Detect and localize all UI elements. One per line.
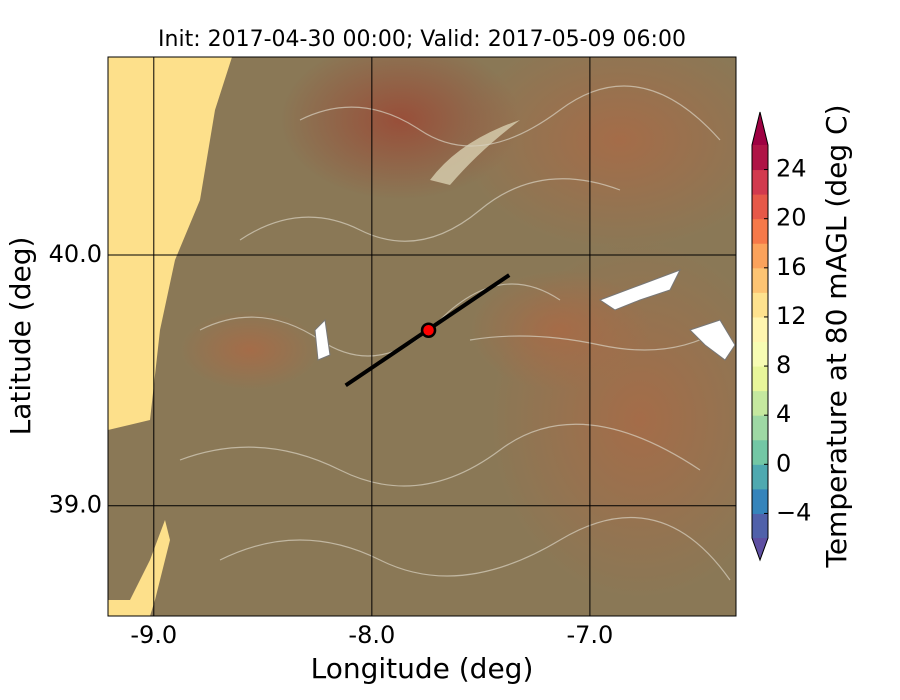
colorbar-band: [752, 169, 768, 195]
y-tick-label: 40.0: [49, 240, 102, 268]
colorbar-band: [752, 488, 768, 514]
colorbar-outline: [751, 111, 769, 562]
site-marker: [420, 322, 437, 338]
colorbar-band: [752, 439, 768, 465]
terrain: [108, 57, 736, 616]
colorbar-band: [752, 390, 768, 416]
colorbar-band: [752, 243, 768, 269]
colorbar-band: [752, 218, 768, 244]
colorbar-band: [752, 341, 768, 367]
graticule: [108, 57, 736, 616]
colorbar-tick-label: 8: [776, 351, 791, 379]
colorbar-tick-label: −4: [776, 498, 811, 526]
colorbar-extend-min: [752, 538, 768, 560]
colorbar-band: [752, 316, 768, 342]
colorbar-band: [752, 292, 768, 318]
colorbar-band: [752, 267, 768, 293]
colorbar-tick-label: 24: [776, 155, 807, 183]
x-tick-label: -8.0: [348, 621, 395, 649]
colorbar-band: [752, 513, 768, 539]
colorbar-label: Temperature at 80 mAGL (deg C): [820, 104, 853, 568]
x-tick-label: -9.0: [130, 621, 177, 649]
colorbar-band: [752, 194, 768, 220]
colorbar-tick-label: 16: [776, 253, 807, 281]
colorbar-band: [752, 366, 768, 392]
colorbar-band: [752, 464, 768, 490]
x-axis-label: Longitude (deg): [311, 652, 534, 685]
colorbar-band: [752, 145, 768, 171]
colorbar-tick-label: 20: [776, 204, 807, 232]
y-tick-label: 39.0: [49, 491, 102, 519]
chart-title: Init: 2017-04-30 00:00; Valid: 2017-05-0…: [158, 27, 686, 52]
colorbar-tick-label: 12: [776, 302, 807, 330]
axes-frame: [107, 56, 737, 617]
colorbar-band: [752, 415, 768, 441]
colorbar-tick-label: 0: [776, 449, 791, 477]
colorbar-extend-max: [752, 112, 768, 145]
colorbar-tick-label: 4: [776, 400, 791, 428]
x-tick-label: -7.0: [566, 621, 613, 649]
y-axis-label: Latitude (deg): [4, 237, 37, 436]
